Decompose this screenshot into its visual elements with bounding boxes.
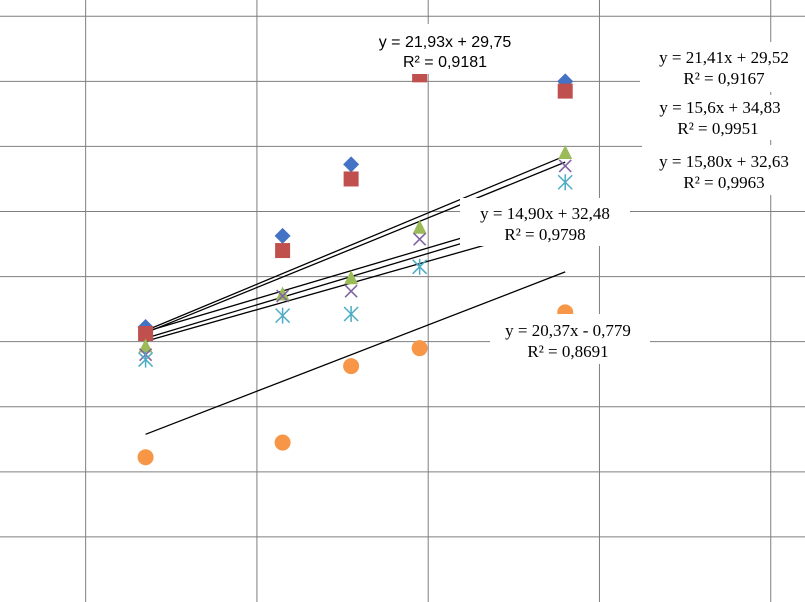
point-series-0-1 <box>274 227 291 244</box>
point-series-4-1 <box>275 307 291 324</box>
annotation-4-equation: y = 14,90x + 32,48 <box>480 204 610 223</box>
point-series-1-4 <box>557 83 573 99</box>
point-series-2-2 <box>344 270 359 285</box>
point-series-3-3 <box>413 232 427 246</box>
trendline-0 <box>145 155 566 332</box>
point-series-5-1 <box>274 434 291 451</box>
point-series-3-1 <box>276 289 290 303</box>
annotation-4: y = 14,90x + 32,48 R² = 0,9798 <box>460 198 630 246</box>
data-points <box>137 57 574 466</box>
annotation-4-r2: R² = 0,9798 <box>504 225 585 244</box>
annotation-3: y = 15,80x + 32,63 R² = 0,9963 <box>642 145 805 195</box>
annotation-0-equation: y = 21,93x + 29,75 <box>379 34 512 51</box>
annotation-3-equation: y = 15,80x + 32,63 <box>659 152 789 171</box>
point-series-2-3 <box>412 219 427 234</box>
point-series-4-4 <box>557 174 573 191</box>
point-series-5-2 <box>343 358 360 375</box>
point-series-3-2 <box>344 284 358 298</box>
annotation-2-r2: R² = 0,9951 <box>677 119 758 138</box>
point-series-2-4 <box>558 144 573 159</box>
point-series-2-1 <box>275 286 290 301</box>
annotation-1-equation: y = 21,41x + 29,52 <box>659 48 789 67</box>
point-series-3-4 <box>558 159 572 173</box>
annotation-5-equation: y = 20,37x - 0,779 <box>505 321 631 340</box>
point-series-4-2 <box>343 306 359 323</box>
point-series-2-0 <box>138 338 153 353</box>
annotation-2-equation: y = 15,6x + 34,83 <box>659 98 780 117</box>
annotation-1: y = 21,41x + 29,52 R² = 0,9167 <box>640 42 805 92</box>
point-series-0-2 <box>343 156 360 173</box>
trendline-1 <box>145 161 566 334</box>
point-series-5-0 <box>137 449 154 466</box>
annotation-3-r2: R² = 0,9963 <box>683 173 764 192</box>
annotation-2: y = 15,6x + 34,83 R² = 0,9951 <box>641 95 801 140</box>
annotation-1-r2: R² = 0,9167 <box>683 69 765 88</box>
point-series-4-0 <box>138 351 154 368</box>
point-series-1-0 <box>138 326 154 342</box>
annotation-5-r2: R² = 0,8691 <box>527 342 608 361</box>
point-series-4-3 <box>412 258 428 275</box>
point-series-5-3 <box>411 340 428 357</box>
trendline-5 <box>145 271 566 435</box>
annotation-0: y = 21,93x + 29,75 R² = 0,9181 <box>355 24 535 74</box>
point-series-1-1 <box>275 243 291 259</box>
annotation-0-r2: R² = 0,9181 <box>403 54 487 71</box>
annotation-5: y = 20,37x - 0,779 R² = 0,8691 <box>490 314 650 364</box>
point-series-1-2 <box>343 171 359 187</box>
